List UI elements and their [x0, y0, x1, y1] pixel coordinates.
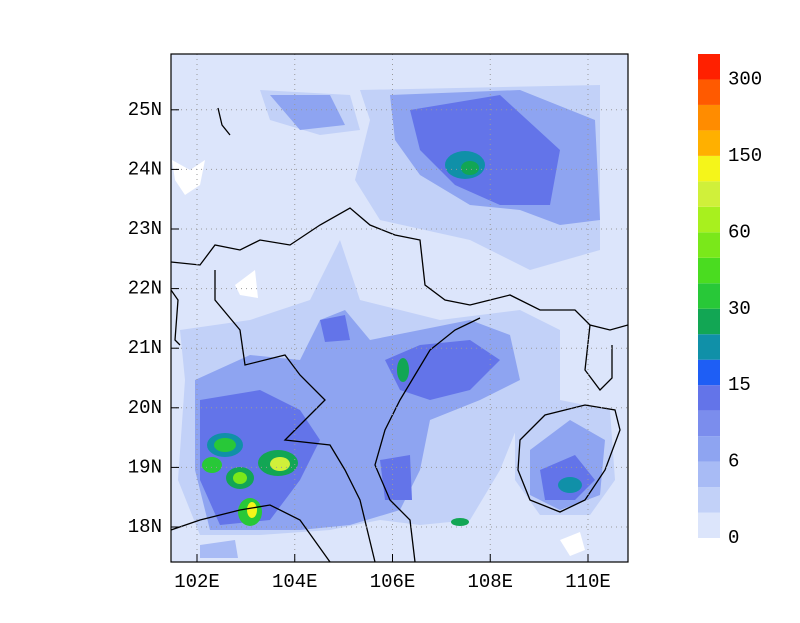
colorbar-swatch	[698, 334, 720, 360]
colorbar-swatch	[698, 257, 720, 284]
y-tick-label: 24N	[128, 158, 162, 180]
colorbar-label: 30	[728, 298, 751, 320]
colorbar: 0 6 15 30 60 150 300	[698, 54, 762, 549]
colorbar-swatch	[698, 436, 720, 462]
colorbar-swatch	[698, 283, 720, 309]
map-frame	[170, 53, 629, 563]
x-tick-label: 106E	[370, 571, 416, 593]
graticule	[171, 54, 628, 562]
y-tick-label: 20N	[128, 397, 162, 419]
colorbar-swatch	[698, 461, 720, 488]
y-tick-label: 25N	[128, 99, 162, 121]
colorbar-swatch	[698, 206, 720, 233]
colorbar-swatch	[698, 385, 720, 411]
colorbar-swatch	[698, 79, 720, 105]
colorbar-label: 300	[728, 68, 762, 90]
colorbar-swatch	[698, 130, 720, 156]
y-tick-label: 21N	[128, 337, 162, 359]
axes: 102E 104E 106E 108E 110E 18N 19N 20N 21N 22N 23N 24…	[128, 99, 611, 593]
colorbar-swatch	[698, 155, 720, 182]
colorbar-swatch	[698, 181, 720, 207]
x-tick-label: 102E	[174, 571, 220, 593]
colorbar-label: 150	[728, 145, 762, 167]
x-tick-label: 104E	[272, 571, 318, 593]
y-tick-label: 23N	[128, 218, 162, 240]
colorbar-swatch	[698, 487, 720, 513]
y-tick-label: 22N	[128, 278, 162, 300]
colorbar-swatch	[698, 410, 720, 437]
colorbar-swatch	[698, 512, 720, 538]
y-tick-label: 19N	[128, 456, 162, 478]
x-tick-label: 108E	[467, 571, 513, 593]
x-tick-label: 110E	[565, 571, 611, 593]
colorbar-swatch	[698, 104, 720, 131]
colorbar-swatch	[698, 54, 720, 80]
colorbar-label: 15	[728, 374, 751, 396]
precipitation-field	[171, 54, 628, 562]
colorbar-swatch	[698, 359, 720, 386]
colorbar-label: 6	[728, 451, 739, 473]
colorbar-swatch	[698, 232, 720, 258]
colorbar-swatch	[698, 308, 720, 335]
colorbar-label: 60	[728, 221, 751, 243]
y-tick-label: 18N	[128, 516, 162, 538]
colorbar-label: 0	[728, 527, 739, 549]
